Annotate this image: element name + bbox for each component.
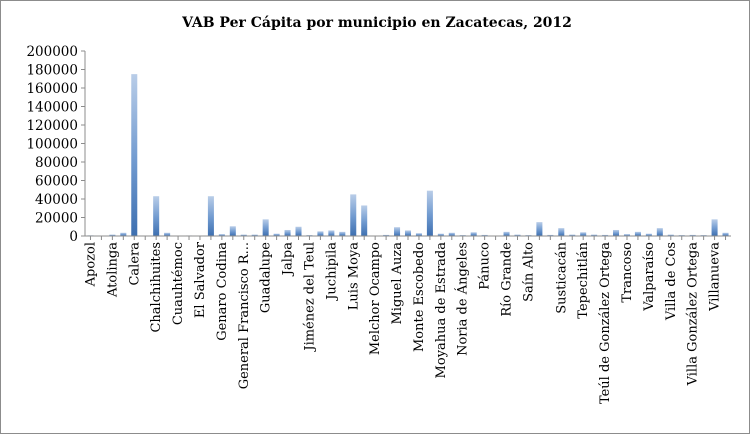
x-tick-label: Saín Alto <box>521 242 536 302</box>
bar <box>262 219 269 236</box>
x-tick-label: Genaro Codina <box>215 242 230 341</box>
y-tick-label: 0 <box>69 229 78 245</box>
bar <box>558 228 565 236</box>
bar <box>580 232 587 236</box>
bar <box>667 234 674 236</box>
y-axis: 0 20000 40000 60000 80000 100000 120000 140000 1… <box>26 44 86 245</box>
x-tick-label: Luis Moya <box>346 242 361 310</box>
bar <box>284 229 291 236</box>
bar <box>536 222 543 237</box>
bar <box>120 232 127 236</box>
bar <box>317 231 324 237</box>
bar <box>251 234 258 236</box>
x-tick-label: Jalpa <box>281 242 296 277</box>
bar <box>339 231 346 236</box>
bar <box>481 234 488 236</box>
bar <box>722 232 729 236</box>
bar <box>361 205 368 236</box>
x-tick-label: Jiménez del Teul <box>303 242 318 353</box>
bar <box>404 230 412 236</box>
x-tick-label: Trancoso <box>620 242 635 303</box>
x-tick-label: Teúl de González Ortega <box>598 242 613 404</box>
x-tick-label: Guadalupe <box>259 242 274 313</box>
y-tick-label: 80000 <box>35 155 78 171</box>
bar <box>164 232 171 236</box>
y-tick-label: 100000 <box>26 137 78 153</box>
bar <box>229 226 236 236</box>
y-tick-label: 200000 <box>26 44 78 60</box>
bar <box>350 194 357 237</box>
bar <box>634 231 641 236</box>
bar <box>394 227 401 236</box>
bar <box>383 234 390 236</box>
bar <box>448 232 455 236</box>
bar <box>153 196 160 236</box>
bar <box>569 234 576 236</box>
bars <box>87 74 729 237</box>
x-tick-label: Melchor Ocampo <box>368 242 383 355</box>
bar <box>711 219 718 236</box>
x-tick-label: Susticacán <box>554 241 569 313</box>
bar <box>602 234 609 236</box>
bar <box>591 234 598 236</box>
x-tick-label: Noria de Ángeles <box>455 242 471 356</box>
x-tick-label: Miguel Auza <box>390 242 405 325</box>
x-tick-label: Apozol <box>84 242 99 287</box>
bar <box>613 229 620 236</box>
y-tick-label: 140000 <box>26 100 78 116</box>
y-tick-label: 40000 <box>35 192 78 208</box>
x-tick-label: Pánuco <box>478 242 493 290</box>
bar <box>109 234 116 236</box>
bar <box>623 234 630 236</box>
y-tick-label: 160000 <box>26 81 78 97</box>
y-tick-label: 180000 <box>26 63 78 79</box>
x-tick-label: Río Grande <box>500 242 515 317</box>
x-tick-label: Calera <box>127 242 142 286</box>
bar <box>437 233 444 236</box>
bar <box>415 233 422 236</box>
chart-title: VAB Per Cápita por municipio en Zacateca… <box>181 15 572 31</box>
bar <box>689 234 696 236</box>
x-tick-label: Atolinga <box>105 242 120 298</box>
x-axis: Apozol Atolinga Calera Chalchihuites Cuauhté… <box>84 235 731 404</box>
bar <box>503 231 510 236</box>
y-tick-label: 120000 <box>26 118 78 134</box>
bar <box>328 230 335 236</box>
x-tick-label: Villa de Cos <box>664 242 679 321</box>
x-tick-label: Villa González Ortega <box>686 242 701 387</box>
x-tick-label: Chalchihuites <box>149 242 164 333</box>
x-tick-label: Villanueva <box>708 242 723 312</box>
x-tick-label: Tepechitlán <box>576 241 591 318</box>
x-tick-label: Cuauhtémoc <box>171 242 186 325</box>
bar <box>207 196 214 236</box>
bar <box>645 233 652 236</box>
x-tick-label: General Francisco R... <box>237 242 252 389</box>
x-tick-label: Monte Escobedo <box>412 242 427 352</box>
y-tick-label: 60000 <box>35 174 78 190</box>
bar <box>426 190 433 236</box>
bar <box>131 74 138 237</box>
bar <box>273 233 280 236</box>
x-tick-label: El Salvador <box>193 241 208 318</box>
x-tick-label: Juchipila <box>324 242 339 302</box>
bar <box>547 234 554 236</box>
bar <box>218 234 225 236</box>
bar <box>656 228 663 236</box>
x-tick-label: Valparaíso <box>642 242 657 312</box>
bar <box>240 234 247 236</box>
bar <box>470 232 477 236</box>
y-tick-label: 20000 <box>35 211 78 227</box>
x-tick-label: Moyahua de Estrada <box>434 242 449 379</box>
bar <box>514 234 521 236</box>
bar <box>295 226 302 236</box>
